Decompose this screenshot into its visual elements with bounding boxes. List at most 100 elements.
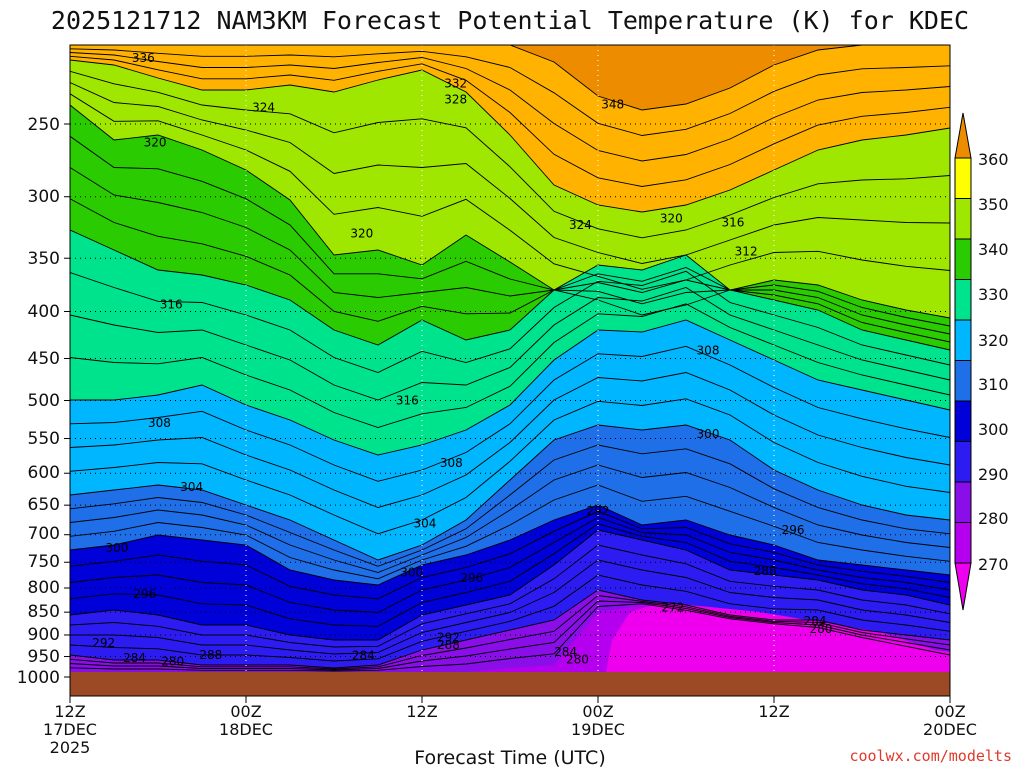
contour-label: 300 (697, 427, 720, 441)
colorbar: 270 280 290 300 310 320 330 340 350 360 (954, 112, 1009, 611)
contour-label: 296 (460, 571, 483, 585)
contour-line (70, 52, 950, 162)
contour-label: 348 (601, 97, 624, 111)
y-tick-label: 450 (28, 349, 60, 369)
x-tick-label: 00Z (582, 702, 613, 721)
contour-label: 332 (444, 77, 467, 91)
contour-label: 300 (400, 566, 423, 580)
contour-line (70, 93, 950, 290)
contour-line (70, 167, 950, 335)
contour-label: 324 (252, 101, 275, 115)
chart-title: 2025121712 NAM3KM Forecast Potential Tem… (51, 6, 969, 35)
contour-line (70, 444, 950, 567)
colorbar-segment (954, 522, 972, 564)
contour-label: 316 (396, 394, 419, 408)
y-tick-label: 250 (28, 115, 60, 135)
y-tick-label: 300 (28, 187, 60, 207)
y-tick-label: 950 (28, 647, 60, 667)
contour-label: 272 (661, 600, 684, 614)
y-tick-label: 600 (28, 463, 60, 483)
x-tick-date: 20DEC (923, 720, 977, 739)
colorbar-segment (954, 441, 972, 483)
contour-label: 300 (105, 541, 128, 555)
contour-line (70, 484, 950, 580)
contour-line (70, 229, 950, 351)
contour-line (70, 82, 950, 264)
colorbar-label: 320 (978, 331, 1009, 350)
contour-label: 320 (144, 136, 167, 150)
x-tick-marks (69, 696, 951, 703)
colorbar-label: 330 (978, 285, 1009, 304)
contour-line (70, 319, 950, 456)
colorbar-arrow-high (954, 112, 972, 159)
contour-label: 292 (92, 636, 115, 650)
contour-line (70, 345, 950, 482)
contour-line (70, 55, 950, 187)
contour-line (70, 529, 950, 641)
contour-line (70, 517, 950, 613)
contour-label: 316 (721, 215, 744, 229)
x-tick-date: 18DEC (219, 720, 273, 739)
x-axis: 12Z 17DEC 2025 00Z 18DEC 12Z 00Z 19DEC 1… (43, 696, 977, 757)
y-tick-label: 700 (28, 524, 60, 544)
y-tick-label: 900 (28, 625, 60, 645)
x-tick-label: 12Z (54, 702, 85, 721)
y-tick-label: 350 (28, 249, 60, 269)
colorbar-arrow-low (954, 562, 972, 611)
contour-line (70, 70, 950, 239)
y-tick-label: 800 (28, 578, 60, 598)
contour-label: 280 (566, 652, 589, 666)
y-tick-marks (64, 123, 70, 678)
credit-text: coolwx.com/modelts (849, 747, 1012, 765)
contour-line (70, 589, 950, 669)
contour-label: 284 (554, 645, 577, 659)
x-axis-label: Forecast Time (UTC) (414, 747, 605, 768)
contour-line (70, 135, 950, 327)
contour-label: 280 (161, 655, 184, 669)
contour-label: 320 (350, 227, 373, 241)
y-tick-label: 1000 (17, 668, 60, 688)
colorbar-label: 340 (978, 240, 1009, 259)
colorbar-label: 270 (978, 555, 1009, 574)
contour-line (70, 270, 950, 373)
y-tick-label: 850 (28, 602, 60, 622)
colorbar-segment (954, 481, 972, 523)
colorbar-segment (954, 319, 972, 361)
contour-label: 308 (148, 416, 171, 430)
contour-label: 284 (352, 648, 375, 662)
x-tick-label: 12Z (406, 702, 437, 721)
contour-label: 296 (782, 523, 805, 537)
theta-bands (70, 45, 950, 696)
y-tick-label: 400 (28, 302, 60, 322)
contour-line (70, 372, 950, 508)
contour-line (70, 595, 950, 670)
contour-line (70, 303, 950, 428)
contour-line (70, 48, 950, 136)
contour-label: 288 (199, 648, 222, 662)
contour-line (70, 544, 950, 648)
colorbar-segment (954, 157, 972, 199)
x-tick-date: 19DEC (571, 720, 625, 739)
contour-label: 304 (413, 517, 436, 531)
contour-line (70, 45, 950, 111)
contour-line (70, 600, 950, 671)
contour-label: 316 (160, 297, 183, 311)
colorbar-label: 310 (978, 375, 1009, 394)
contour-label: 296 (133, 587, 156, 601)
y-axis: 250 300 350 400 450 500 550 600 650 700 … (17, 115, 70, 688)
contour-label: 284 (804, 614, 827, 628)
contour-label: 324 (569, 218, 592, 232)
contour-line (70, 523, 950, 627)
y-tick-label: 750 (28, 552, 60, 572)
theta-contour-lines (70, 45, 950, 672)
ground-surface (70, 672, 950, 696)
contour-line (70, 424, 950, 561)
dotted-grid (70, 45, 950, 696)
contour-label: 320 (660, 212, 683, 226)
contour-line (70, 398, 950, 535)
x-tick-label: 00Z (230, 702, 261, 721)
contour-line (70, 59, 950, 213)
